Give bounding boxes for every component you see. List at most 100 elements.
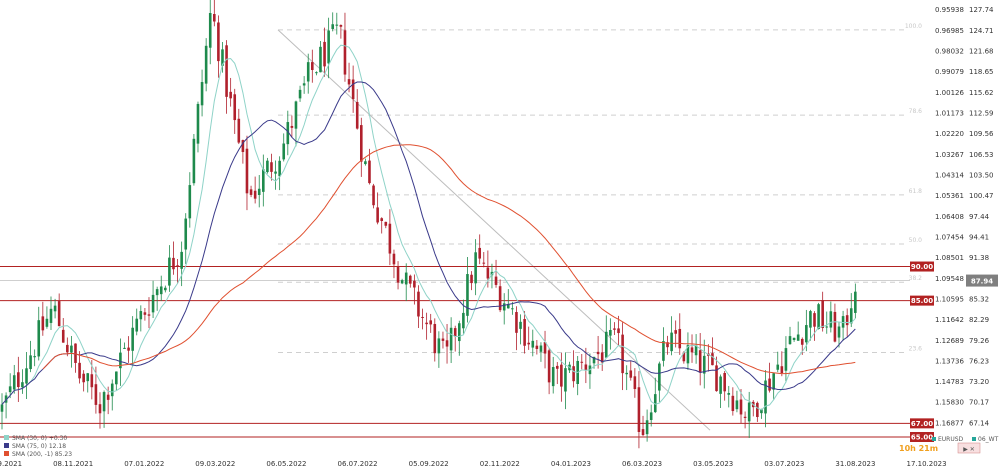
candle-body (184, 218, 188, 250)
candle-body (315, 72, 318, 74)
level-badge-label: 65.00 (911, 434, 933, 442)
candle (564, 352, 567, 410)
candle-body (229, 91, 232, 99)
candle (776, 351, 780, 373)
candle (604, 315, 608, 358)
candle-body (421, 316, 424, 318)
candle-body (159, 286, 163, 295)
candle (702, 339, 706, 389)
candle (184, 213, 188, 265)
candle (364, 158, 367, 166)
candle-body (674, 330, 677, 334)
candle-body (486, 267, 490, 279)
candle-body (429, 320, 433, 325)
candle (123, 342, 126, 350)
candle-body (845, 315, 849, 326)
candle-body (217, 22, 220, 62)
candle (245, 135, 249, 211)
candle (61, 318, 65, 343)
candle-body (143, 312, 147, 315)
candle (506, 289, 510, 309)
candle (437, 331, 441, 368)
candle (596, 335, 600, 369)
candle-body (413, 280, 416, 288)
candle (29, 340, 32, 373)
candle-body (94, 384, 98, 405)
countdown-timer: 10h 21m (899, 444, 938, 453)
candle (172, 241, 175, 275)
candle-body (547, 350, 551, 383)
candle (139, 305, 143, 332)
candle-body (453, 328, 457, 337)
candle-body (658, 363, 661, 391)
candle (57, 293, 61, 327)
candle (535, 340, 539, 355)
index-tick-label: 115.62 (969, 89, 994, 97)
price-tick-label: 1.01173 (935, 109, 964, 117)
candle (735, 390, 739, 413)
candle-body (572, 366, 575, 382)
candle-body (135, 318, 139, 332)
candle-body (176, 265, 179, 267)
candle (408, 274, 412, 288)
candle-body (323, 41, 326, 67)
price-tick-label: 0.95938 (935, 6, 964, 14)
candle-body (482, 262, 486, 264)
level-badge-label: 85.00 (911, 297, 933, 305)
candle-body (780, 366, 784, 374)
price-tick-label: 1.05361 (935, 192, 964, 200)
candle-body (711, 353, 714, 366)
price-tick-label: 1.11642 (935, 316, 964, 324)
fib-levels: 100.0 78.6 61.8 50.0 38.2 23.6 (278, 23, 922, 353)
legend-swatch (4, 451, 9, 456)
candle (115, 371, 118, 391)
candle (21, 369, 24, 394)
candle (470, 271, 473, 291)
legend-label: SMA (75, 0) 12.18 (12, 443, 66, 450)
candle-body (241, 140, 245, 153)
candle-body (478, 247, 482, 259)
candle-body (723, 372, 726, 392)
candle (0, 393, 4, 430)
candle (168, 245, 171, 292)
level-badge (910, 432, 934, 442)
price-tick-label: 1.13736 (935, 357, 964, 365)
candle-body (805, 325, 808, 343)
candle-body (90, 374, 94, 388)
candle-body (286, 122, 290, 145)
candle-body (494, 276, 498, 285)
candle-body (311, 62, 314, 71)
candle-body (41, 316, 45, 331)
axes: 09.09.2021 08.11.2021 07.01.2022 09.03.2022… (0, 6, 994, 468)
candle-body (523, 318, 526, 346)
candle-body (756, 402, 759, 418)
candle-body (70, 345, 73, 353)
price-tick-label: 1.03267 (935, 151, 964, 159)
candle (147, 297, 151, 329)
candle (404, 263, 408, 302)
candle-body (123, 347, 126, 349)
candle (613, 322, 616, 335)
timer-controls-glyph: ▶ ✕ (963, 446, 975, 453)
last-price-label: 87.94 (971, 278, 993, 286)
candle-body (200, 82, 204, 106)
candle-body (290, 125, 294, 128)
candle (502, 293, 506, 325)
candle-body (531, 340, 535, 348)
fib-level-label: 50.0 (909, 237, 923, 244)
candle-body (470, 274, 473, 284)
candle-body (294, 101, 298, 129)
candle (523, 311, 526, 354)
candle-body (604, 331, 608, 358)
candle-body (351, 79, 355, 100)
candle (494, 259, 498, 288)
candle-body (172, 257, 175, 270)
candle (302, 76, 306, 94)
candle-body (743, 416, 747, 418)
candle-body (768, 378, 771, 391)
candle (323, 27, 326, 77)
candle-body (580, 361, 584, 363)
candle (213, 0, 216, 27)
legend-swatch (4, 443, 9, 448)
